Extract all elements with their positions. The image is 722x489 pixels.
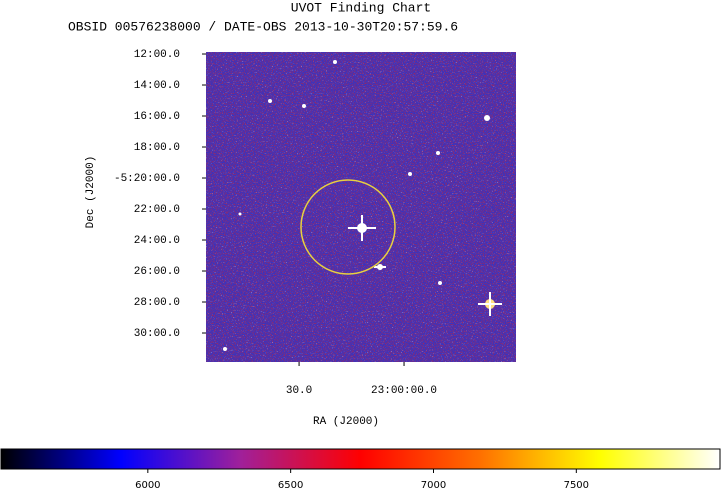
image-speckle bbox=[206, 52, 516, 362]
colorbar-tick-label: 6500 bbox=[278, 480, 303, 489]
chart-subtitle: OBSID 00576238000 / DATE-OBS 2013-10-30T… bbox=[68, 19, 458, 34]
x-tick-label: 30.0 bbox=[286, 385, 312, 397]
y-tick-label: 28:00.0 bbox=[134, 297, 180, 309]
y-tick-label: 30:00.0 bbox=[134, 328, 180, 340]
stars bbox=[223, 60, 502, 351]
sky-image bbox=[206, 52, 516, 362]
y-tick-label: 26:00.0 bbox=[134, 266, 180, 278]
y-tick-label: 16:00.0 bbox=[134, 111, 180, 123]
colorbar-tick-label: 6000 bbox=[135, 480, 160, 489]
colorbar-tick-label: 7500 bbox=[564, 480, 589, 489]
source-region bbox=[300, 179, 396, 275]
y-tick-label: 14:00.0 bbox=[134, 80, 180, 92]
y-tick-label: -5:20:00.0 bbox=[114, 173, 180, 185]
chart-title: UVOT Finding Chart bbox=[291, 0, 431, 15]
x-axis-label: RA (J2000) bbox=[313, 416, 379, 428]
y-tick-label: 22:00.0 bbox=[134, 204, 180, 216]
y-tick-label: 12:00.0 bbox=[134, 49, 180, 61]
y-tick-label: 24:00.0 bbox=[134, 235, 180, 247]
y-axis-label: Dec (J2000) bbox=[85, 156, 97, 229]
x-tick-label: 23:00:00.0 bbox=[371, 385, 437, 397]
colorbar-gradient bbox=[0, 448, 721, 470]
colorbar-tick-label: 7000 bbox=[421, 480, 446, 489]
colorbar: 6000 6500 7000 7500 bbox=[0, 448, 721, 489]
y-tick-label: 18:00.0 bbox=[134, 142, 180, 154]
